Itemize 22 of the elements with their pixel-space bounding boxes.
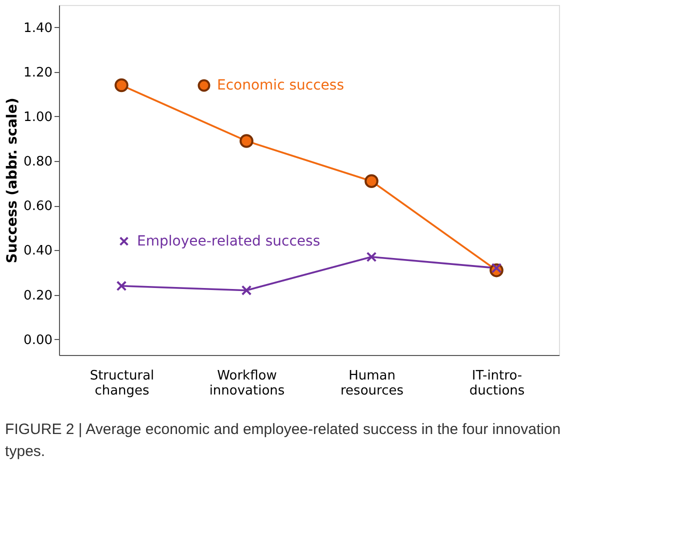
- point: [366, 252, 377, 262]
- y-tick-label: 0.00: [24, 332, 52, 348]
- y-tick-label: 1.40: [24, 20, 52, 36]
- point: [240, 134, 254, 148]
- point: [116, 280, 127, 292]
- y-tick-label: 1.20: [24, 65, 52, 80]
- y-tick-label: 0.20: [24, 288, 52, 304]
- y-tick-label: 1.00: [24, 110, 52, 125]
- y-axis-title: Success (abbr. scale): [4, 98, 21, 264]
- point: [241, 285, 252, 296]
- x-tick-label: IT-intro-ductions: [469, 368, 525, 398]
- legend-label: Employee-related success: [137, 233, 320, 250]
- x-tick-label: Workflow innovations: [209, 368, 285, 398]
- legend-label: Economic success: [217, 78, 344, 94]
- y-tick-label: 0.60: [24, 199, 52, 214]
- point: [114, 78, 128, 92]
- y-tick-label: 0.40: [24, 244, 52, 259]
- y-tick-label: 0.80: [24, 154, 52, 170]
- caption: FIGURE 2 | Average economic and employee-related success in the four innovation types.: [5, 421, 561, 460]
- x-tick-label: Human resources: [340, 368, 404, 398]
- x-tick-label: Structural changes: [90, 368, 154, 398]
- point: [364, 174, 378, 188]
